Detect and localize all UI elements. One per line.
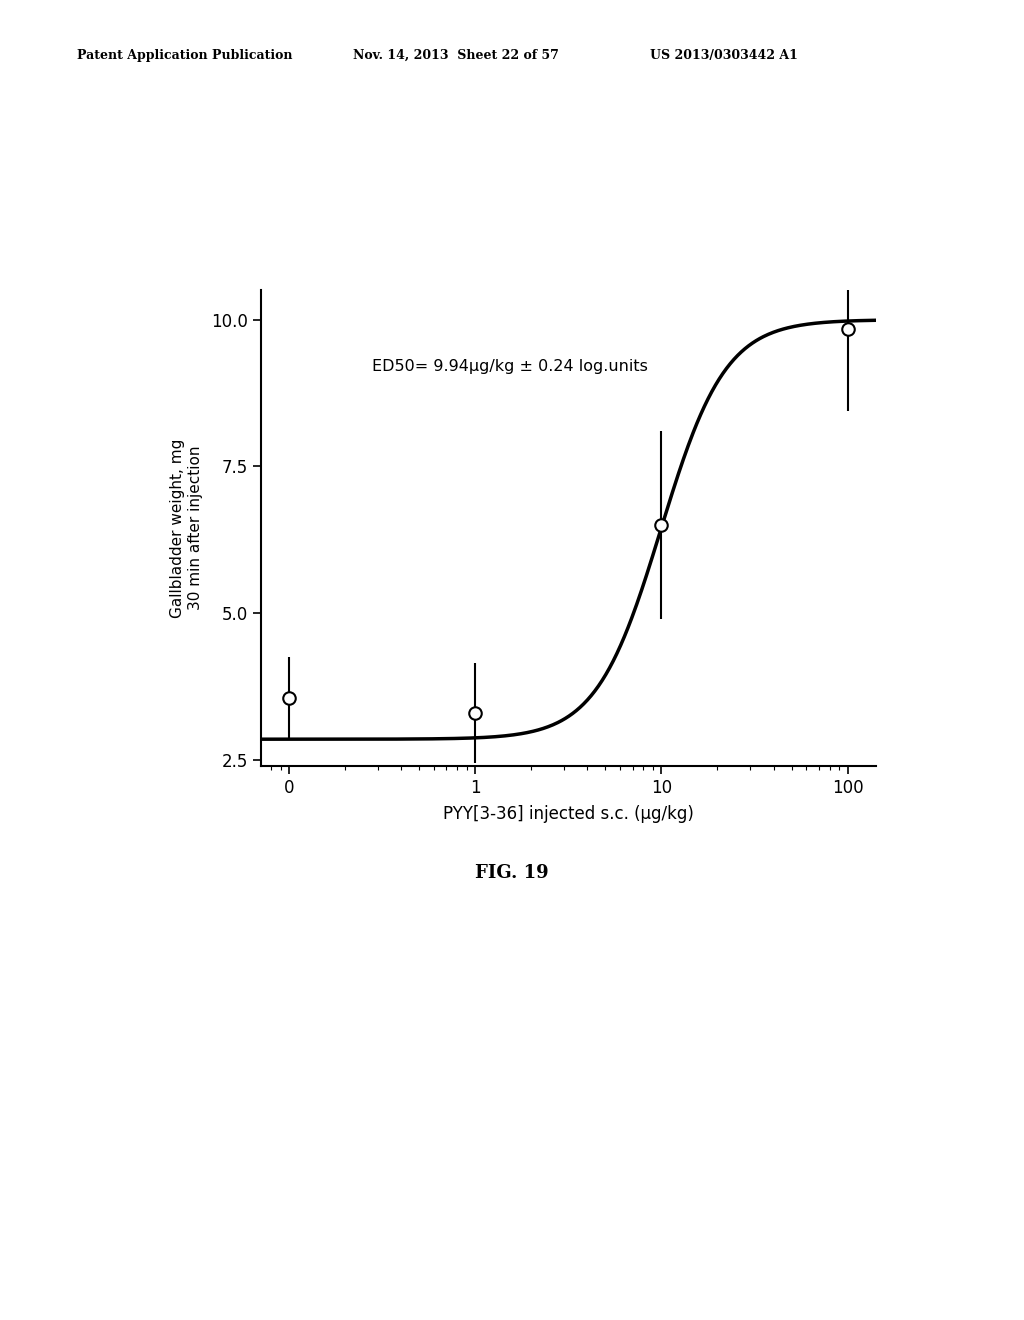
Text: ED50= 9.94μg/kg ± 0.24 log.units: ED50= 9.94μg/kg ± 0.24 log.units — [372, 359, 647, 374]
Text: Nov. 14, 2013  Sheet 22 of 57: Nov. 14, 2013 Sheet 22 of 57 — [353, 49, 559, 62]
Text: FIG. 19: FIG. 19 — [475, 863, 549, 882]
Text: US 2013/0303442 A1: US 2013/0303442 A1 — [650, 49, 798, 62]
X-axis label: PYY[3-36] injected s.c. (μg/kg): PYY[3-36] injected s.c. (μg/kg) — [443, 805, 693, 824]
Y-axis label: Gallbladder weight, mg
30 min after injection: Gallbladder weight, mg 30 min after inje… — [170, 438, 203, 618]
Text: Patent Application Publication: Patent Application Publication — [77, 49, 292, 62]
